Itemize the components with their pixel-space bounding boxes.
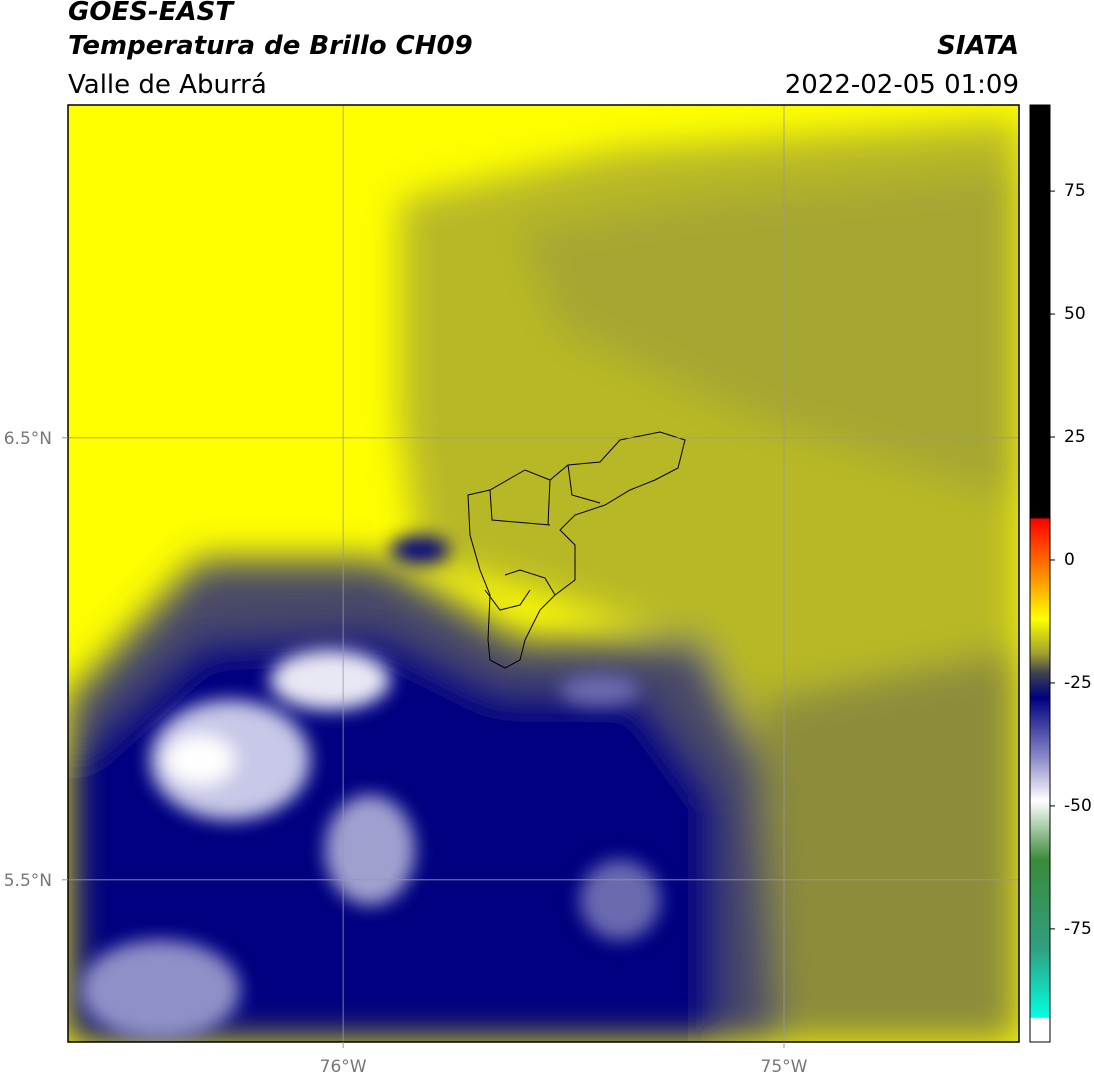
municipal-boundaries	[467, 431, 686, 669]
map-frame	[67, 104, 1020, 1043]
region: Valle de Aburrá	[68, 70, 267, 100]
colorbar-tick-label: -50	[1064, 796, 1092, 816]
subtitle: Temperatura de Brillo CH09	[68, 31, 473, 61]
colorbar	[1029, 104, 1051, 1043]
title: GOES-EAST	[68, 0, 235, 27]
x-tick-label: 75°W	[761, 1057, 808, 1077]
x-tick-label: 76°W	[320, 1057, 367, 1077]
colorbar-tick-label: 50	[1064, 304, 1086, 324]
y-tick-label: 5.5°N	[4, 871, 52, 891]
colorbar-tick-label: 25	[1064, 427, 1086, 447]
colorbar-tick-label: 75	[1064, 181, 1086, 201]
datetime: 2022-02-05 01:09	[785, 70, 1019, 100]
source: SIATA	[937, 31, 1019, 61]
colorbar-tick-label: -75	[1064, 919, 1092, 939]
colorbar-tick-label: -25	[1064, 673, 1092, 693]
colorbar-tick-label: 0	[1064, 550, 1075, 570]
y-tick-label: 6.5°N	[4, 429, 52, 449]
temperature-field	[68, 105, 1019, 1042]
